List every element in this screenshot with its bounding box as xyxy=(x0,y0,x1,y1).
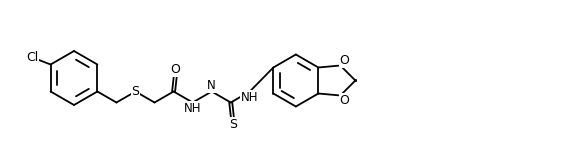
Text: O: O xyxy=(170,63,181,76)
Text: O: O xyxy=(339,94,349,107)
Text: S: S xyxy=(132,85,140,98)
Text: Cl: Cl xyxy=(26,51,39,64)
Text: NH: NH xyxy=(241,91,259,104)
Text: N: N xyxy=(207,79,216,92)
Text: NH: NH xyxy=(184,102,201,115)
Text: O: O xyxy=(339,54,349,67)
Text: S: S xyxy=(229,118,237,131)
